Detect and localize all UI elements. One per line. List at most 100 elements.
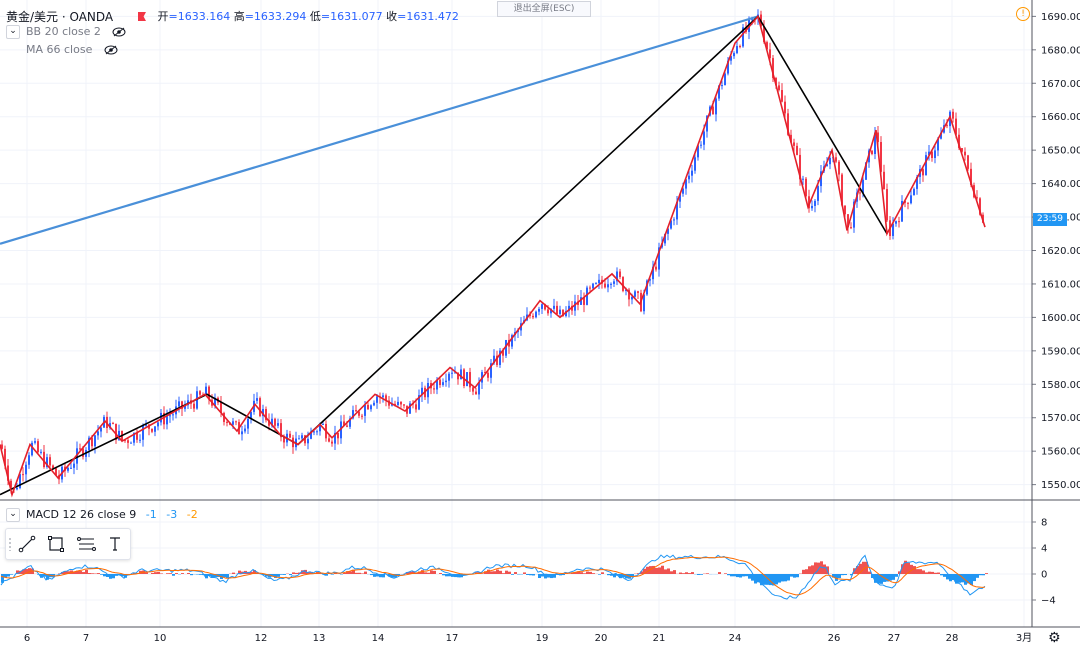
candle-body xyxy=(772,58,774,78)
macd-histogram-bar xyxy=(175,573,178,574)
macd-histogram-bar xyxy=(553,574,556,578)
macd-histogram-bar xyxy=(427,572,430,574)
macd-histogram-bar xyxy=(190,574,193,576)
macd-histogram-bar xyxy=(1,574,4,583)
candle-body xyxy=(193,403,195,409)
macd-histogram-bar xyxy=(289,574,292,576)
candle-body xyxy=(637,291,639,293)
macd-histogram-bar xyxy=(487,569,490,574)
macd-histogram-bar xyxy=(928,571,931,574)
candle-body xyxy=(409,403,411,414)
macd-histogram-bar xyxy=(745,574,748,577)
macd-histogram-bar xyxy=(523,572,526,574)
candle-body xyxy=(763,26,765,43)
trend-line xyxy=(0,15,759,245)
candle-body xyxy=(817,186,819,201)
time-label: 6 xyxy=(24,633,30,644)
candle-body xyxy=(727,60,729,74)
bb-indicator-row[interactable]: ⌄ BB 20 close 2 xyxy=(6,25,126,39)
macd-histogram-bar xyxy=(742,574,745,577)
time-label: 27 xyxy=(888,633,901,644)
candle-body xyxy=(631,296,633,300)
macd-histogram-bar xyxy=(754,574,757,584)
macd-indicator-row[interactable]: ⌄ MACD 12 26 close 9 -1 -3 -2 xyxy=(6,508,198,522)
macd-histogram-bar xyxy=(937,572,940,574)
candle-body xyxy=(502,350,504,356)
candle-body xyxy=(841,174,843,206)
flag-icon[interactable] xyxy=(138,12,146,21)
price-tick-label: 1650.000 xyxy=(1041,146,1080,157)
macd-histogram-bar xyxy=(664,569,667,574)
macd-histogram-bar xyxy=(856,566,859,574)
macd-histogram-bar xyxy=(859,563,862,574)
trend-line-tool-button[interactable] xyxy=(15,532,39,556)
macd-histogram-bar xyxy=(406,572,409,574)
candle-body xyxy=(352,410,354,419)
macd-histogram-bar xyxy=(637,573,640,574)
exit-fullscreen-button[interactable]: 退出全屏(ESC) xyxy=(497,1,591,17)
eye-icon[interactable] xyxy=(104,45,118,55)
candle-body xyxy=(304,435,306,444)
macd-histogram-bar xyxy=(925,572,928,574)
candle-body xyxy=(790,134,792,143)
eye-icon[interactable] xyxy=(112,27,126,37)
candle-body xyxy=(736,46,738,54)
macd-histogram-bar xyxy=(376,574,379,577)
candle-body xyxy=(592,283,594,289)
symbol-title[interactable]: 黄金/美元 · OANDA xyxy=(6,8,113,25)
candle-body xyxy=(244,428,246,432)
candle-body xyxy=(964,151,966,156)
macd-histogram-bar xyxy=(346,571,349,574)
macd-histogram-bar xyxy=(370,574,373,576)
candle-body xyxy=(73,463,75,468)
candle-body xyxy=(337,432,339,439)
candle-body xyxy=(475,391,477,395)
candle-body xyxy=(952,111,954,119)
drag-handle[interactable] xyxy=(8,537,12,551)
macd-histogram-bar xyxy=(874,574,877,583)
candle-body xyxy=(289,433,291,438)
macd-histogram-bar xyxy=(421,570,424,574)
time-label: 14 xyxy=(372,633,385,644)
candle-body xyxy=(439,379,441,386)
fib-tool-button[interactable] xyxy=(74,532,98,556)
candle-body xyxy=(685,179,687,189)
chevron-down-icon[interactable]: ⌄ xyxy=(6,508,20,522)
candle-body xyxy=(235,421,237,423)
candle-body xyxy=(805,178,807,197)
text-tool-button[interactable] xyxy=(103,532,127,556)
candle-body xyxy=(568,305,570,311)
candle-body xyxy=(37,441,39,453)
ma-indicator-row[interactable]: MA 66 close xyxy=(26,43,118,56)
macd-histogram-bar xyxy=(613,574,616,578)
candle-body xyxy=(874,132,876,155)
macd-histogram-bar xyxy=(64,570,67,574)
macd-tick-label: 4 xyxy=(1041,544,1047,555)
candle-body xyxy=(742,27,744,47)
candle-body xyxy=(826,164,828,167)
alert-icon[interactable]: ! xyxy=(1016,7,1030,21)
candle-body xyxy=(334,432,336,444)
candle-body xyxy=(127,440,129,443)
candle-body xyxy=(916,176,918,189)
rectangle-tool-button[interactable] xyxy=(44,532,68,556)
drawing-overlays xyxy=(0,14,986,498)
price-tick-label: 1600.000 xyxy=(1041,313,1080,324)
chevron-down-icon[interactable]: ⌄ xyxy=(6,25,20,39)
candle-body xyxy=(616,271,618,282)
gear-icon[interactable]: ⚙ xyxy=(1048,630,1061,646)
macd-histogram-bar xyxy=(757,574,760,583)
macd-histogram-bar xyxy=(778,574,781,583)
time-label: 28 xyxy=(946,633,959,644)
candle-body xyxy=(799,154,801,180)
macd-tick-label: 0 xyxy=(1041,570,1047,581)
candle-body xyxy=(505,339,507,356)
macd-histogram-bar xyxy=(787,574,790,581)
macd-histogram-bar xyxy=(271,574,274,577)
macd-histogram-bar xyxy=(574,572,577,574)
macd-histogram-bar xyxy=(700,574,703,575)
candle-body xyxy=(781,90,783,102)
candle-body xyxy=(598,279,600,284)
candle-body xyxy=(883,171,885,190)
